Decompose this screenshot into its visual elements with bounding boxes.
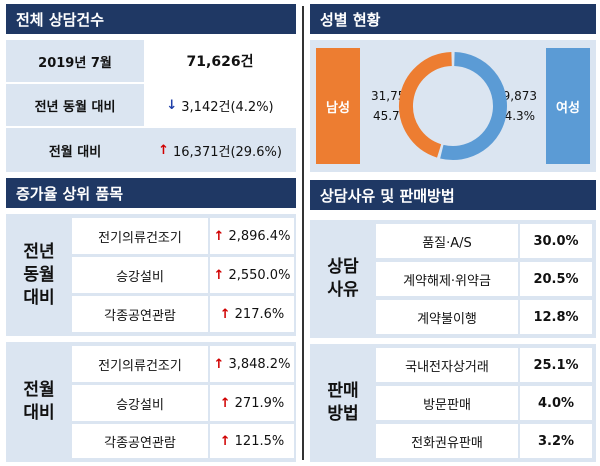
month-label: 2019년 7월 — [38, 55, 112, 71]
label-line: 전월 — [23, 380, 55, 400]
reasons-header: 상담사유 및 판매방법 — [310, 180, 596, 210]
gender-title: 성별 현황 — [320, 10, 381, 29]
reasons-group-method: 판매 방법 국내전자상거래 25.1% 방문판매 4.0% 전화권유판매 3.2… — [310, 344, 596, 462]
growth-group-yoy: 전년 동월 대비 전기의류건조기 ↑ 2,896.4% 승강설비 ↑ 2,550.0… — [6, 214, 296, 336]
label-line: 전년 — [23, 241, 55, 262]
growth-item-name: 전기의류건조기 — [72, 218, 208, 254]
male-label: 남성 — [326, 100, 350, 116]
mom-value-cell: ↑ 16,371건(29.6%) — [144, 128, 296, 172]
label-line: 사유 — [327, 280, 359, 300]
growth-item-name: 승강설비 — [72, 385, 208, 421]
growth-item-value-cell: ↑ 2,550.0% — [210, 257, 294, 293]
yoy-value-cell: ↓ 3,142건(4.2%) — [144, 84, 296, 126]
red-up-arrow-icon: ↑ — [219, 395, 231, 411]
red-up-arrow-icon: ↑ — [213, 356, 225, 372]
label-line: 대비 — [23, 287, 55, 308]
red-up-arrow-icon: ↑ — [158, 142, 169, 158]
reason-item-value: 12.8% — [520, 300, 592, 334]
mom-label: 전월 대비 — [48, 144, 102, 160]
male-bar: 남성 — [316, 48, 360, 164]
reasons-title: 상담사유 및 판매방법 — [320, 186, 455, 205]
red-up-arrow-icon: ↑ — [213, 267, 225, 283]
growth-item-value-cell: ↑ 271.9% — [210, 385, 294, 421]
reason-item-name: 계약불이행 — [376, 300, 518, 334]
method-item-name: 국내전자상거래 — [376, 348, 518, 382]
female-label: 여성 — [556, 100, 580, 116]
growth-item-value-cell: ↑ 217.6% — [210, 296, 294, 332]
gender-header: 성별 현황 — [310, 4, 596, 34]
growth-title: 증가율 상위 품목 — [16, 184, 124, 203]
growth-item-name: 각종공연관람 — [72, 296, 208, 332]
growth-group-yoy-label: 전년 동월 대비 — [6, 214, 72, 336]
mom-value: 16,371건(29.6%) — [173, 144, 282, 160]
total-table: 2019년 7월 71,626건 전년 동월 대비 ↓ 3,142건(4.2%)… — [6, 40, 296, 172]
method-item-name: 전화권유판매 — [376, 424, 518, 458]
growth-item-name: 승강설비 — [72, 257, 208, 293]
reasons-group-reason: 상담 사유 품질·A/S 30.0% 계약해제·위약금 20.5% 계약불이행 … — [310, 220, 596, 338]
growth-item-value: 271.9% — [234, 395, 285, 411]
donut-slice-female — [440, 52, 507, 160]
gender-donut — [399, 52, 507, 160]
method-item-name: 방문판매 — [376, 386, 518, 420]
method-item-value: 25.1% — [520, 348, 592, 382]
female-bar: 여성 — [546, 48, 590, 164]
label-line: 방법 — [327, 404, 359, 424]
total-title: 전체 상담건수 — [16, 10, 105, 29]
reason-item-value: 20.5% — [520, 262, 592, 296]
reason-item-value: 30.0% — [520, 224, 592, 258]
growth-item-name: 각종공연관람 — [72, 424, 208, 458]
red-up-arrow-icon: ↑ — [213, 228, 225, 244]
growth-item-value-cell: ↑ 121.5% — [210, 424, 294, 458]
growth-header: 증가율 상위 품목 — [6, 178, 296, 208]
growth-item-value-cell: ↑ 2,896.4% — [210, 218, 294, 254]
gender-panel: 남성 여성 31,753 45.7% 39,873 54.3% — [310, 40, 596, 172]
growth-group-mom-label: 전월 대비 — [6, 342, 72, 462]
growth-item-name: 전기의류건조기 — [72, 346, 208, 382]
label-line: 동월 — [23, 264, 55, 285]
label-line: 대비 — [23, 403, 55, 423]
reason-item-name: 품질·A/S — [376, 224, 518, 258]
label-line: 상담 — [327, 257, 359, 277]
growth-item-value-cell: ↑ 3,848.2% — [210, 346, 294, 382]
yoy-value: 3,142건(4.2%) — [181, 99, 274, 115]
column-divider — [302, 6, 304, 460]
red-up-arrow-icon: ↑ — [219, 306, 231, 322]
growth-item-value: 217.6% — [234, 306, 285, 322]
growth-group-mom: 전월 대비 전기의류건조기 ↑ 3,848.2% 승강설비 ↑ 271.9% 각종공… — [6, 342, 296, 462]
month-value: 71,626건 — [144, 40, 296, 82]
total-header: 전체 상담건수 — [6, 4, 296, 34]
donut-slice-male — [399, 52, 453, 158]
red-up-arrow-icon: ↑ — [219, 433, 231, 449]
growth-item-value: 3,848.2% — [228, 356, 291, 372]
blue-down-arrow-icon: ↓ — [166, 97, 178, 113]
yoy-label: 전년 동월 대비 — [34, 99, 116, 115]
reasons-group-reason-label: 상담 사유 — [310, 220, 376, 338]
method-item-value: 4.0% — [520, 386, 592, 420]
method-item-value: 3.2% — [520, 424, 592, 458]
reason-item-name: 계약해제·위약금 — [376, 262, 518, 296]
label-line: 판매 — [327, 381, 359, 401]
reasons-group-method-label: 판매 방법 — [310, 344, 376, 462]
growth-item-value: 2,550.0% — [228, 267, 291, 283]
growth-item-value: 2,896.4% — [228, 228, 291, 244]
growth-item-value: 121.5% — [234, 433, 285, 449]
